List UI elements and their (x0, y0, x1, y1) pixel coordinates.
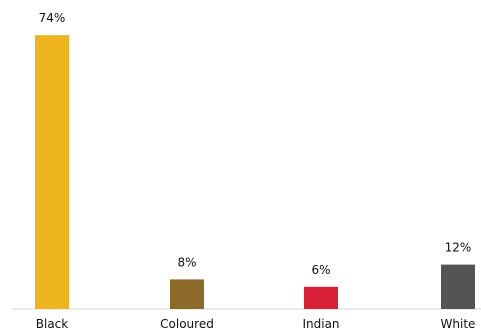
category-label-coloured: Coloured (160, 317, 214, 331)
category-label-indian: Indian (302, 317, 339, 331)
value-label-coloured: 8% (177, 255, 196, 269)
bar-white (441, 264, 475, 309)
category-labels-group: Black Coloured Indian White (36, 317, 476, 331)
value-label-black: 74% (39, 11, 66, 25)
value-labels-group: 74% 8% 6% 12% (39, 11, 472, 277)
bar-black (35, 35, 69, 309)
bar-coloured (170, 279, 204, 309)
value-label-white: 12% (445, 241, 472, 255)
category-label-white: White (441, 317, 476, 331)
value-label-indian: 6% (311, 263, 330, 277)
bars-group (35, 35, 475, 309)
category-label-black: Black (36, 317, 69, 331)
bar-indian (304, 286, 338, 309)
